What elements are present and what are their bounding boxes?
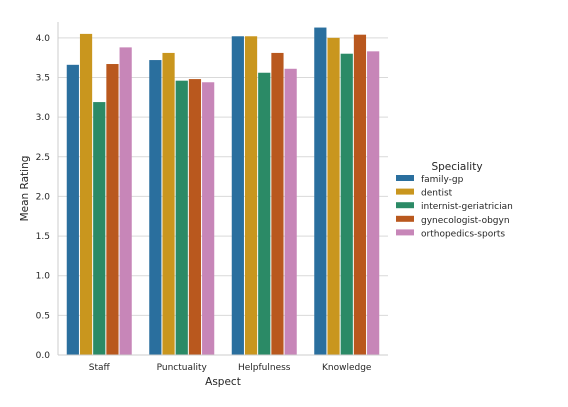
legend-swatch-dentist bbox=[396, 188, 414, 195]
bar-gynecologist-obgyn-punctuality bbox=[188, 79, 202, 355]
bar-internist-geriatrician-knowledge bbox=[340, 53, 353, 355]
bar-orthopedics-sports-punctuality bbox=[202, 82, 215, 355]
bar-internist-geriatrician-punctuality bbox=[175, 80, 188, 356]
y-axis-label: Mean Rating bbox=[19, 156, 31, 222]
y-tick-label: 4.0 bbox=[36, 34, 51, 44]
bar-orthopedics-sports-knowledge bbox=[367, 51, 380, 355]
bar-internist-geriatrician-staff bbox=[93, 102, 106, 355]
legend-label-orthopedics-sports: orthopedics-sports bbox=[421, 229, 505, 239]
y-tick-label: 3.0 bbox=[36, 113, 51, 123]
bars bbox=[66, 27, 380, 356]
legend-label-dentist: dentist bbox=[421, 189, 453, 199]
bar-dentist-helpfulness bbox=[244, 36, 258, 356]
bar-family-gp-knowledge bbox=[314, 27, 327, 356]
legend: Speciality family-gp dentist internist-ger… bbox=[396, 161, 513, 239]
bar-gynecologist-obgyn-helpfulness bbox=[271, 52, 284, 356]
y-tick-label: 2.0 bbox=[36, 192, 51, 202]
bar-internist-geriatrician-helpfulness bbox=[258, 72, 271, 355]
bar-family-gp-staff bbox=[66, 64, 79, 356]
legend-label-family-gp: family-gp bbox=[421, 175, 464, 185]
bar-gynecologist-obgyn-staff bbox=[106, 64, 119, 356]
y-tick-label: 3.5 bbox=[36, 74, 50, 84]
x-tick-label: Knowledge bbox=[322, 363, 372, 373]
x-axis-label: Aspect bbox=[205, 376, 241, 388]
legend-swatch-family-gp bbox=[396, 175, 414, 181]
bar-gynecologist-obgyn-knowledge bbox=[353, 34, 367, 355]
bar-dentist-knowledge bbox=[327, 37, 340, 355]
x-tick-label: Staff bbox=[89, 363, 111, 373]
y-tick-label: 2.5 bbox=[36, 153, 50, 163]
y-tick-labels: 0.0 0.5 1.0 1.5 2.0 2.5 3.0 3.5 4.0 bbox=[36, 34, 51, 361]
legend-title: Speciality bbox=[431, 161, 482, 173]
axes bbox=[57, 22, 388, 356]
bar-family-gp-helpfulness bbox=[231, 36, 244, 356]
bar-dentist-punctuality bbox=[162, 52, 175, 356]
legend-label-internist-geriatrician: internist-geriatrician bbox=[421, 202, 513, 212]
y-tick-label: 1.5 bbox=[36, 232, 50, 242]
x-tick-labels: Staff Punctuality Helpfulness Knowledge bbox=[89, 363, 372, 373]
legend-swatch-internist-geriatrician bbox=[396, 202, 414, 209]
bar-orthopedics-sports-staff bbox=[119, 47, 132, 355]
bar-family-gp-punctuality bbox=[149, 60, 162, 356]
legend-swatch-orthopedics-sports bbox=[396, 229, 414, 236]
bar-dentist-staff bbox=[79, 33, 93, 356]
legend-label-gynecologist-obgyn: gynecologist-obgyn bbox=[421, 216, 510, 226]
legend-swatch-gynecologist-obgyn bbox=[396, 215, 414, 222]
y-tick-label: 0.0 bbox=[36, 351, 51, 361]
y-tick-label: 0.5 bbox=[36, 311, 50, 321]
x-tick-label: Punctuality bbox=[157, 363, 208, 373]
bar-orthopedics-sports-helpfulness bbox=[284, 68, 297, 356]
x-tick-label: Helpfulness bbox=[238, 363, 291, 373]
y-tick-label: 1.0 bbox=[36, 272, 51, 282]
